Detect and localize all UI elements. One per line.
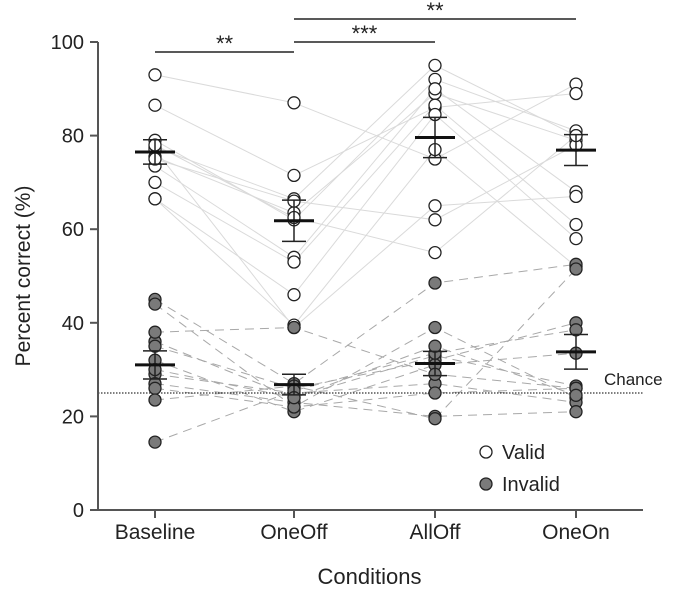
significance-stars: ** [216,31,234,56]
chance-label: Chance [604,370,663,389]
valid-subject-line-3 [154,78,577,221]
invalid-subject-line-12 [154,345,577,399]
valid-point-oneoff-1 [287,96,301,110]
invalid-point-baseline-8 [148,381,162,395]
subject-lines [154,64,577,443]
valid-point-alloff-6 [428,82,442,96]
x-axis-label: Conditions [318,564,422,589]
valid-subject-line-4 [154,64,577,200]
invalid-point-baseline-11 [148,325,162,339]
y-axis-ticks: 0 20 40 60 80 100 [51,32,98,522]
significance-brackets: ** ***** [155,0,576,56]
invalid-point-baseline-9 [148,393,162,407]
significance-bracket-3: ** [294,0,576,23]
valid-subject-line-2 [154,93,577,176]
valid-subject-line-11 [154,144,577,221]
x-tick-label-alloff: AllOff [410,521,461,544]
invalid-errorbar-oneon [556,333,596,370]
invalid-subject-line-4 [154,322,577,389]
valid-point-alloff-10 [428,199,442,213]
invalid-errorbar-baseline [135,350,175,380]
valid-subject-line-10 [154,149,577,329]
valid-point-oneon-10 [569,189,583,204]
x-tick-label-oneon: OneOn [542,521,610,544]
significance-bracket-2: *** [294,21,435,46]
valid-point-baseline-9 [148,192,162,206]
invalid-point-alloff-12 [428,339,442,353]
valid-point-oneoff-8 [287,288,301,302]
legend-invalid-marker [479,477,493,491]
legend-invalid-label: Invalid [502,474,560,496]
valid-point-oneon-8 [569,231,583,246]
valid-errorbar-alloff [415,116,455,159]
valid-subject-line-12 [154,135,577,254]
legend: Valid Invalid [479,442,560,496]
invalid-point-oneon-9 [569,262,583,276]
valid-subject-line-8 [154,113,577,296]
x-tick-label-baseline: Baseline [115,521,196,544]
invalid-subject-line-7 [154,383,577,417]
x-tick-label-oneoff: OneOff [260,521,327,544]
valid-point-baseline-7 [148,175,162,190]
invalid-subject-line-6 [154,373,577,403]
invalid-subject-line-3 [154,341,577,399]
invalid-point-alloff-2 [428,320,442,335]
invalid-errorbar-oneoff [274,373,314,396]
legend-valid-label: Valid [502,442,545,464]
valid-subject-line-6 [154,88,577,258]
invalid-errorbar-alloff [415,350,455,377]
invalid-subject-line-2 [154,303,577,408]
valid-point-alloff-4 [428,58,442,73]
invalid-subject-line-5 [154,352,577,413]
invalid-point-oneon-7 [569,405,583,419]
valid-errorbar-oneoff [274,199,314,243]
valid-point-baseline-2 [148,98,162,112]
invalid-point-oneon-12 [569,388,583,402]
invalid-subject-line-1 [154,263,577,385]
valid-point-oneoff-2 [287,168,301,183]
invalid-point-baseline-2 [148,297,162,311]
y-tick-label-40: 40 [62,313,84,335]
y-tick-label-80: 80 [62,126,84,148]
y-tick-label-100: 100 [51,32,84,54]
valid-point-oneon-2 [569,86,583,101]
axes [97,42,643,511]
valid-subject-line-5 [154,92,577,214]
invalid-subject-line-10 [154,329,577,443]
legend-valid-marker [479,445,493,459]
invalid-point-oneoff-11 [287,320,301,335]
valid-subject-line-1 [154,74,577,160]
invalid-point-alloff-1 [428,276,442,290]
valid-point-alloff-11 [428,213,442,227]
significance-stars: ** [426,0,444,23]
invalid-point-baseline-10 [148,435,162,449]
valid-point-baseline-1 [148,68,162,82]
y-tick-label-20: 20 [62,406,84,428]
y-tick-label-0: 0 [73,500,84,522]
y-axis-label: Percent correct (%) [12,186,35,367]
invalid-subject-line-9 [154,268,577,420]
valid-errorbar-oneon [556,133,596,167]
y-tick-label-60: 60 [62,219,84,241]
invalid-subject-line-8 [154,387,577,408]
significance-stars: *** [352,21,378,46]
valid-point-oneoff-7 [287,255,301,269]
error-bars [135,116,596,396]
x-axis-ticks: Baseline OneOff AllOff OneOn [115,510,610,544]
invalid-subject-line-11 [154,326,577,389]
significance-bracket-1: ** [155,31,294,56]
valid-subject-line-9 [154,148,577,326]
invalid-point-alloff-8 [428,386,442,400]
valid-errorbar-baseline [135,139,175,165]
valid-point-oneon-7 [569,217,583,232]
valid-point-alloff-12 [428,245,442,260]
invalid-point-alloff-9 [428,412,442,426]
valid-subject-line-7 [154,104,577,263]
